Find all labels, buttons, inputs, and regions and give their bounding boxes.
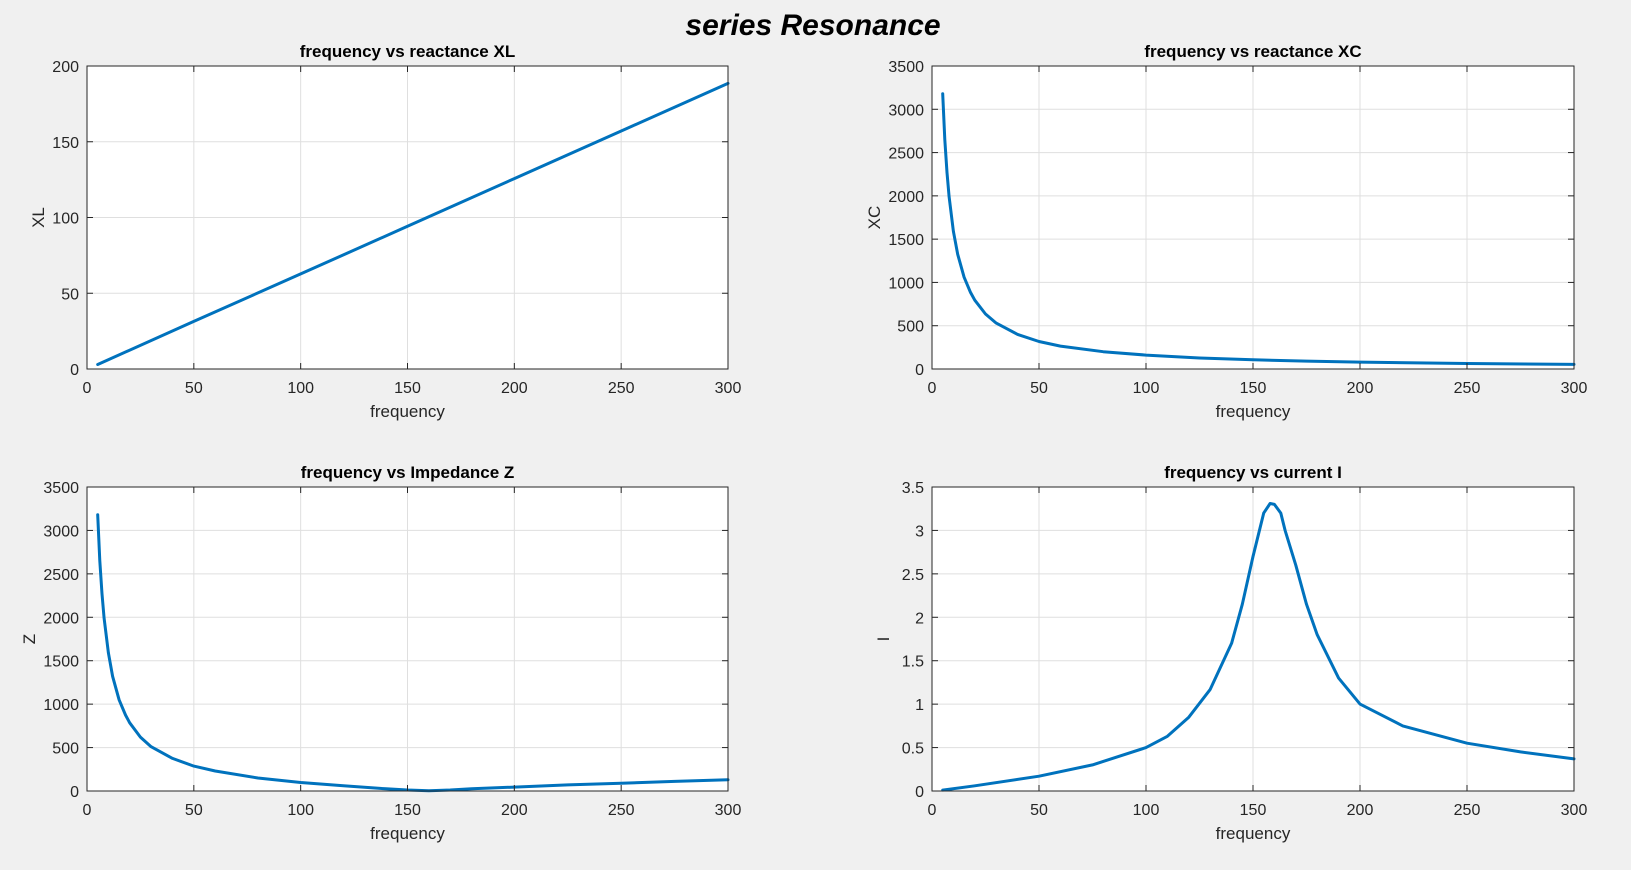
- y-tick-label: 2.5: [902, 567, 924, 584]
- y-tick-label: 3500: [888, 59, 924, 76]
- series-line: [96, 81, 730, 366]
- series-line: [941, 502, 1576, 792]
- x-tick-label: 50: [1030, 802, 1048, 819]
- x-tick-label: 300: [715, 380, 742, 397]
- x-tick-label: 150: [1240, 380, 1267, 397]
- y-tick-label: 3.5: [902, 480, 924, 497]
- x-axis-label: frequency: [1216, 402, 1291, 421]
- y-tick-label: 0: [915, 784, 924, 801]
- y-tick-label: 1000: [43, 697, 79, 714]
- x-tick-label: 300: [715, 802, 742, 819]
- y-tick-label: 3000: [43, 523, 79, 540]
- y-tick-label: 0: [70, 784, 79, 801]
- x-tick-label: 50: [185, 802, 203, 819]
- x-tick-label: 100: [287, 802, 314, 819]
- subplot-frequency-vs-xc: 0 50 100 150 200 250 3000500100015002000250030…: [865, 42, 1587, 421]
- x-tick-label: 300: [1561, 802, 1588, 819]
- y-tick-label: 2500: [888, 146, 924, 163]
- series-line: [941, 92, 1576, 366]
- x-tick-label: 200: [501, 380, 528, 397]
- x-tick-label: 200: [501, 802, 528, 819]
- y-tick-label: 1500: [43, 654, 79, 671]
- x-tick-label: 250: [1454, 802, 1481, 819]
- figure-title: series Resonance: [685, 9, 940, 42]
- y-tick-label: 2000: [43, 610, 79, 627]
- x-tick-label: 0: [928, 380, 937, 397]
- y-tick-label: 3500: [43, 480, 79, 497]
- subplot-title: frequency vs reactance XC: [1144, 42, 1361, 61]
- x-tick-label: 150: [394, 802, 421, 819]
- x-tick-label: 150: [394, 380, 421, 397]
- x-tick-label: 0: [83, 802, 92, 819]
- series-line: [96, 513, 730, 793]
- y-tick-label: 50: [61, 286, 79, 303]
- x-tick-label: 200: [1347, 802, 1374, 819]
- y-tick-label: 0: [70, 362, 79, 379]
- y-tick-label: 1500: [888, 232, 924, 249]
- x-tick-label: 300: [1561, 380, 1588, 397]
- y-tick-label: 2000: [888, 189, 924, 206]
- y-axis-label: XL: [29, 207, 48, 228]
- y-tick-label: 2500: [43, 567, 79, 584]
- y-tick-label: 1.5: [902, 654, 924, 671]
- subplot-title: frequency vs Impedance Z: [301, 463, 515, 482]
- subplot-title: frequency vs current I: [1164, 463, 1342, 482]
- y-tick-label: 200: [52, 59, 79, 76]
- x-tick-label: 0: [928, 802, 937, 819]
- x-tick-label: 100: [1133, 802, 1160, 819]
- x-tick-label: 100: [287, 380, 314, 397]
- x-axis-label: frequency: [370, 824, 445, 843]
- y-axis-label: Z: [20, 634, 39, 644]
- x-tick-label: 50: [185, 380, 203, 397]
- x-tick-label: 0: [83, 380, 92, 397]
- y-tick-label: 500: [52, 741, 79, 758]
- x-tick-label: 50: [1030, 380, 1048, 397]
- y-tick-label: 3: [915, 523, 924, 540]
- subplot-title: frequency vs reactance XL: [300, 42, 515, 61]
- y-tick-label: 0: [915, 362, 924, 379]
- y-tick-label: 2: [915, 610, 924, 627]
- y-axis-label: XC: [865, 206, 884, 230]
- x-axis-label: frequency: [370, 402, 445, 421]
- y-axis-label: I: [874, 637, 893, 642]
- y-tick-label: 0.5: [902, 741, 924, 758]
- y-tick-label: 1: [915, 697, 924, 714]
- x-tick-label: 200: [1347, 380, 1374, 397]
- y-tick-label: 3000: [888, 102, 924, 119]
- x-tick-label: 250: [608, 380, 635, 397]
- x-tick-label: 150: [1240, 802, 1267, 819]
- x-tick-label: 100: [1133, 380, 1160, 397]
- x-tick-label: 250: [1454, 380, 1481, 397]
- x-axis-label: frequency: [1216, 824, 1291, 843]
- x-tick-label: 250: [608, 802, 635, 819]
- subplot-frequency-vs-xl: 0 50 100 150 200 250 300 0 50 100 150 200 frequency …: [29, 42, 741, 421]
- y-tick-label: 1000: [888, 275, 924, 292]
- subplot-frequency-vs-impedance: 0 50 100 150 200 250 3000500100015002000250030…: [20, 463, 741, 843]
- subplot-frequency-vs-current: 0 50 100 150 200 250 300 0 0.5 1 1.5 2 2.5 3 3.5 freque…: [874, 463, 1587, 843]
- y-tick-label: 100: [52, 211, 79, 228]
- y-tick-label: 150: [52, 135, 79, 152]
- y-tick-label: 500: [897, 319, 924, 336]
